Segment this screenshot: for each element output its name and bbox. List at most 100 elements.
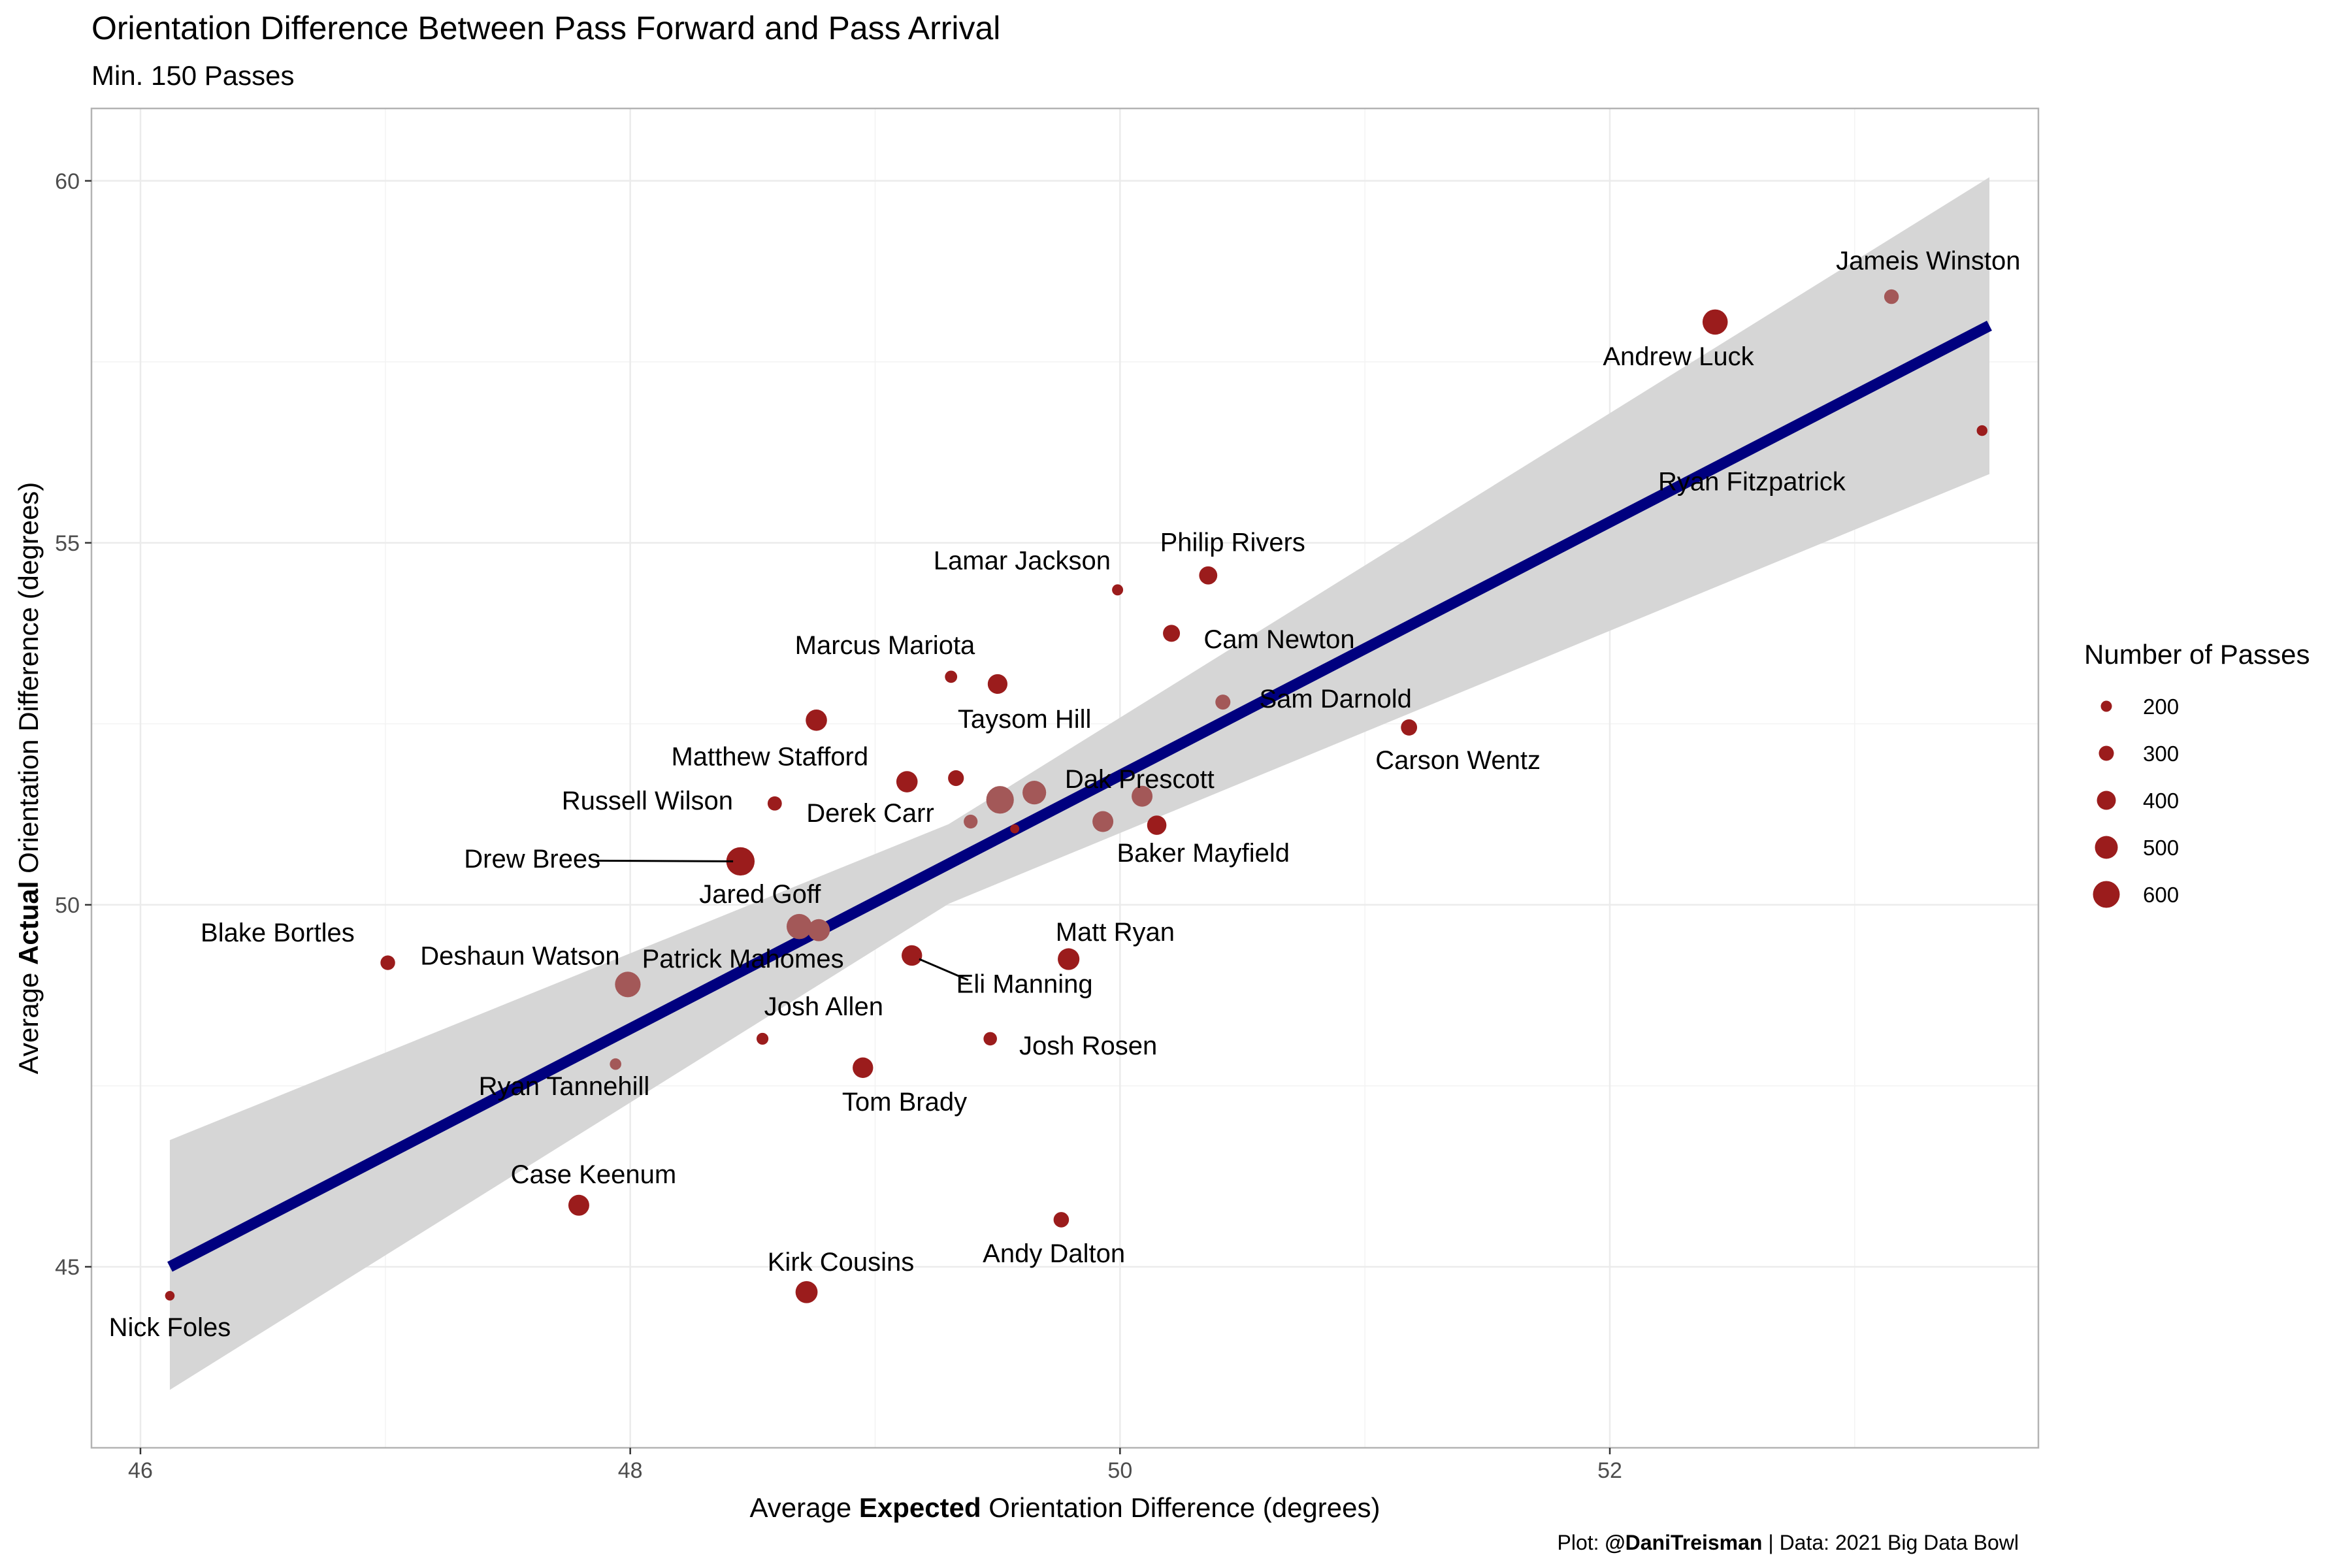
- confidence-band: [169, 177, 1990, 1390]
- point-label: Ryan Fitzpatrick: [1658, 468, 1846, 497]
- x-tick-label: 46: [128, 1458, 153, 1483]
- y-axis-title: Average Actual Orientation Difference (d…: [13, 482, 44, 1075]
- point-label: Derek Carr: [806, 799, 934, 828]
- data-point: [1010, 824, 1020, 834]
- point-label: Sam Darnold: [1259, 685, 1411, 713]
- point-label: Josh Allen: [764, 992, 883, 1021]
- legend-label: 500: [2143, 836, 2179, 860]
- point-label: Andy Dalton: [983, 1239, 1125, 1268]
- legend-label: 300: [2143, 742, 2179, 766]
- data-point: [1976, 425, 1987, 436]
- data-point: [1058, 948, 1080, 970]
- x-tick-label: 52: [1597, 1458, 1622, 1483]
- data-point: [1199, 566, 1218, 585]
- legend-title: Number of Passes: [2084, 639, 2310, 670]
- point-label: Patrick Mahomes: [642, 945, 844, 973]
- point-label: Matt Ryan: [1056, 918, 1175, 947]
- chart-subtitle: Min. 150 Passes: [91, 60, 295, 91]
- data-point: [1215, 694, 1231, 710]
- caption-handle: @DaniTreisman: [1605, 1531, 1763, 1554]
- point-label: Lamar Jackson: [934, 546, 1111, 575]
- data-point: [1163, 625, 1181, 642]
- data-point: [1132, 785, 1153, 807]
- data-points: [165, 289, 1987, 1303]
- x-tick-label: 48: [618, 1458, 643, 1483]
- point-label: Josh Rosen: [1019, 1032, 1157, 1060]
- point-label: Eli Manning: [956, 970, 1093, 999]
- trend-line: [167, 320, 1992, 1272]
- point-label: Russell Wilson: [562, 787, 733, 815]
- data-point: [1022, 781, 1047, 805]
- y-tick-label: 60: [55, 169, 80, 194]
- point-label: Carson Wentz: [1375, 746, 1541, 775]
- point-label: Jared Goff: [699, 880, 821, 909]
- data-point: [986, 786, 1014, 814]
- legend-key: [2099, 745, 2114, 761]
- point-label: Drew Brees: [464, 845, 600, 874]
- x-axis-title-before: Average: [750, 1492, 859, 1523]
- regression-line: [167, 320, 1992, 1272]
- legend-key: [2093, 881, 2120, 908]
- data-point: [987, 674, 1008, 694]
- point-label: Philip Rivers: [1160, 529, 1305, 557]
- data-point: [1702, 309, 1728, 335]
- data-point: [948, 770, 964, 787]
- point-label: Matthew Stafford: [671, 743, 868, 772]
- point-label: Nick Foles: [109, 1313, 231, 1342]
- y-tick-label: 45: [55, 1255, 80, 1280]
- x-tick-label: 50: [1107, 1458, 1132, 1483]
- point-label: Andrew Luck: [1603, 342, 1754, 371]
- point-label: Marcus Mariota: [795, 631, 975, 660]
- y-axis-title-bold: Actual: [13, 881, 44, 965]
- data-point: [380, 955, 395, 970]
- point-label: Taysom Hill: [958, 705, 1091, 734]
- legend-label: 200: [2143, 694, 2179, 719]
- point-label: Ryan Tannehill: [479, 1072, 650, 1101]
- point-label: Blake Bortles: [201, 919, 355, 947]
- point-label: Jameis Winston: [1836, 247, 2020, 276]
- legend-key: [2095, 836, 2118, 859]
- data-point: [1053, 1212, 1070, 1228]
- data-point: [1147, 815, 1167, 835]
- data-point: [1092, 811, 1114, 832]
- data-point: [1884, 289, 1899, 304]
- legend-label: 400: [2143, 789, 2179, 813]
- data-point: [964, 814, 978, 829]
- y-tick-label: 50: [55, 893, 80, 918]
- data-point: [726, 847, 755, 876]
- point-label: Tom Brady: [842, 1088, 967, 1117]
- point-label: Deshaun Watson: [420, 941, 619, 970]
- data-point: [615, 972, 641, 998]
- point-label: Kirk Cousins: [768, 1248, 915, 1277]
- data-point: [902, 945, 923, 966]
- caption-prefix: Plot:: [1557, 1531, 1605, 1554]
- data-point: [983, 1032, 997, 1046]
- point-label: Case Keenum: [511, 1160, 676, 1189]
- axes: 46 48 50 52 45 50 55 60 Average Expected Orienta…: [13, 107, 2040, 1523]
- size-legend: Number of Passes 200 300 400 500 600: [2084, 639, 2310, 908]
- data-point: [896, 771, 918, 792]
- data-point: [165, 1290, 175, 1301]
- data-point: [610, 1058, 621, 1070]
- legend-label: 600: [2143, 883, 2179, 907]
- plot-border: [90, 107, 2040, 1449]
- data-point: [945, 670, 958, 683]
- caption-suffix: | Data: 2021 Big Data Bowl: [1762, 1531, 2019, 1554]
- confidence-ribbon: [169, 177, 1990, 1390]
- point-label: Cam Newton: [1203, 625, 1354, 654]
- data-point: [808, 919, 830, 941]
- y-axis-title-after: Orientation Difference (degrees): [13, 482, 44, 881]
- data-point: [795, 1281, 818, 1303]
- data-point: [1401, 719, 1418, 736]
- x-axis-title: Average Expected Orientation Difference …: [750, 1492, 1380, 1523]
- leader-line: [593, 859, 734, 862]
- data-point: [756, 1032, 769, 1045]
- data-point: [806, 710, 827, 731]
- legend-key: [2097, 791, 2116, 810]
- point-label: Dak Prescott: [1065, 765, 1215, 794]
- label-leaders: [593, 859, 969, 981]
- leader-line: [919, 958, 969, 981]
- point-labels: Jameis Winston Andrew Luck Ryan Fitzpatric…: [109, 247, 2021, 1342]
- point-label: Baker Mayfield: [1117, 839, 1290, 868]
